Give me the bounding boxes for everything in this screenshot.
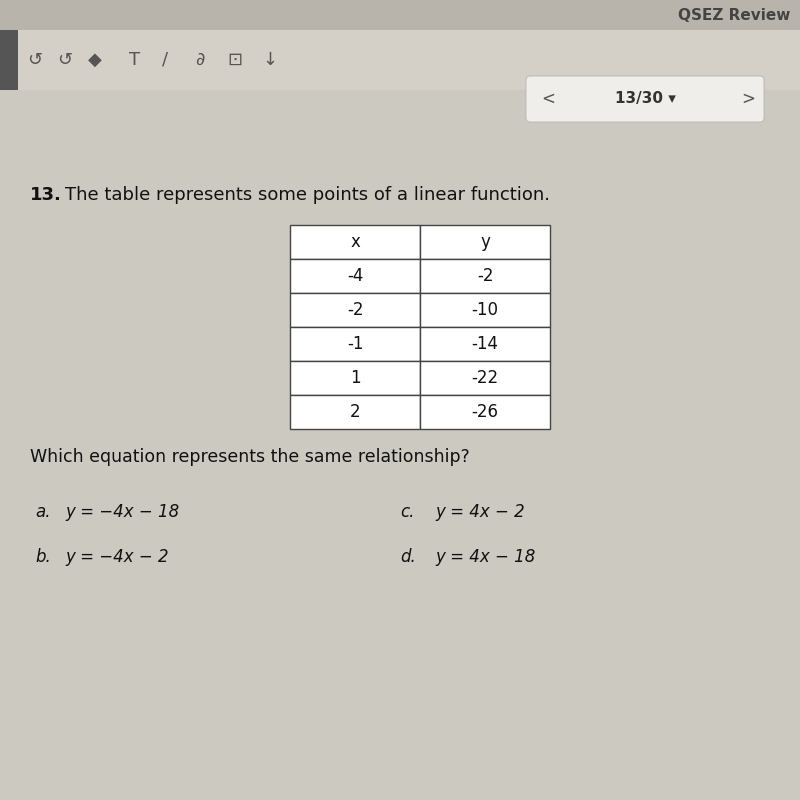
Text: -2: -2	[346, 301, 363, 319]
Text: Which equation represents the same relationship?: Which equation represents the same relat…	[30, 448, 470, 466]
Text: ↺: ↺	[27, 51, 42, 69]
Text: 2: 2	[350, 403, 360, 421]
Bar	[290, 293, 420, 327]
Bar	[290, 259, 420, 293]
Bar	[0, 30, 800, 90]
Bar	[290, 361, 420, 395]
Text: a.: a.	[35, 503, 50, 521]
Bar	[420, 327, 550, 361]
Text: -14: -14	[471, 335, 498, 353]
Text: d.: d.	[400, 548, 416, 566]
Text: ↺: ↺	[58, 51, 73, 69]
Bar	[0, 30, 18, 90]
Text: y = −4x − 18: y = −4x − 18	[65, 503, 179, 521]
Text: x: x	[350, 233, 360, 251]
Text: ↓: ↓	[262, 51, 278, 69]
Text: -22: -22	[471, 369, 498, 387]
Text: -26: -26	[471, 403, 498, 421]
Text: T: T	[130, 51, 141, 69]
Text: ◆: ◆	[88, 51, 102, 69]
Text: y = 4x − 2: y = 4x − 2	[435, 503, 525, 521]
Text: -10: -10	[471, 301, 498, 319]
Bar	[290, 225, 420, 259]
Text: b.: b.	[35, 548, 50, 566]
Text: 1: 1	[350, 369, 360, 387]
Bar	[420, 293, 550, 327]
Text: 13/30 ▾: 13/30 ▾	[614, 91, 675, 106]
Text: 13.: 13.	[30, 186, 62, 204]
Bar	[420, 361, 550, 395]
Text: c.: c.	[400, 503, 414, 521]
Text: The table represents some points of a linear function.: The table represents some points of a li…	[65, 186, 550, 204]
Bar	[420, 225, 550, 259]
Text: <: <	[541, 90, 555, 108]
FancyBboxPatch shape	[526, 76, 764, 122]
Text: ∂: ∂	[195, 51, 205, 69]
Text: y = 4x − 18: y = 4x − 18	[435, 548, 535, 566]
Bar	[0, 0, 800, 30]
Text: -1: -1	[346, 335, 363, 353]
Bar	[290, 395, 420, 429]
Text: -4: -4	[347, 267, 363, 285]
Text: >: >	[741, 90, 755, 108]
Bar	[420, 259, 550, 293]
Text: y = −4x − 2: y = −4x − 2	[65, 548, 169, 566]
Text: ⊡: ⊡	[227, 51, 242, 69]
Text: y: y	[480, 233, 490, 251]
Bar	[420, 395, 550, 429]
Text: /: /	[162, 51, 168, 69]
Text: -2: -2	[477, 267, 494, 285]
Bar	[290, 327, 420, 361]
Text: QSEZ Review: QSEZ Review	[678, 7, 790, 22]
